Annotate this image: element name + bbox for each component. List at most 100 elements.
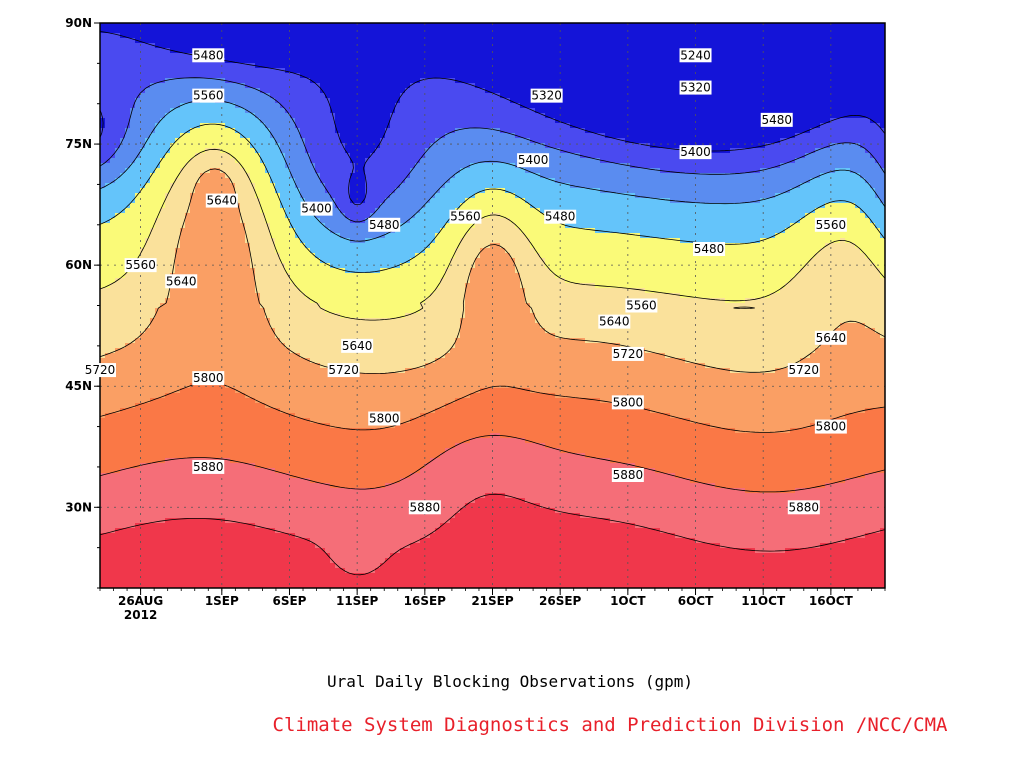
contour-fill-cell: [190, 158, 236, 164]
contour-label-bg: [124, 258, 157, 273]
contour-fill-cell: [380, 203, 426, 209]
contour-label: 5800: [611, 395, 644, 410]
contour-fill-cell: [110, 218, 156, 224]
contour-fill-cell: [820, 543, 885, 549]
contour-label-bg: [679, 80, 712, 95]
contour-fill-cell: [100, 373, 885, 379]
contour-fill-cell: [100, 528, 116, 534]
contour-fill-cell: [315, 543, 411, 549]
contour-label: 5720: [611, 346, 644, 361]
contour-fill-cell: [345, 148, 376, 154]
contour-line-5800: [100, 434, 885, 493]
contour-fill-cell: [280, 198, 306, 204]
contour-fill-cell: [430, 458, 611, 464]
contour-fill-cell: [600, 188, 791, 194]
contour-fill-cell: [500, 93, 885, 99]
contour-fill-cell: [370, 213, 416, 219]
contour-fill-cell: [820, 173, 861, 179]
contour-fill-cell: [100, 308, 156, 314]
contour-fill-cell: [180, 238, 246, 244]
contour-fill-cell: [130, 108, 171, 114]
contour-fill-cell: [280, 253, 316, 259]
contour-fill-cell: [100, 173, 121, 179]
contour-fill-cell: [855, 243, 885, 249]
contour-fill-cell: [535, 248, 821, 254]
contour-fill-cell: [815, 148, 866, 154]
contour-fill-cell: [100, 293, 171, 299]
contour-fill-cell: [300, 288, 436, 294]
contour-fill-cell: [470, 278, 521, 284]
contour-fill-cell: [190, 208, 241, 214]
contour-fill-cell: [825, 243, 856, 249]
contour-fill-cell: [325, 183, 351, 189]
contour-label: 5480: [368, 217, 401, 232]
contour-fill-cell: [350, 218, 366, 224]
contour-fill-cell: [450, 178, 556, 184]
contour-fill-cell: [250, 178, 271, 184]
contour-fill-cell: [525, 288, 646, 294]
contour-label: 5560: [192, 88, 225, 103]
contour-fill-cell: [235, 193, 256, 199]
contour-fill-cell: [400, 98, 511, 104]
contour-fill-cell: [160, 158, 191, 164]
contour-label-text: 5800: [816, 420, 847, 434]
x-tick-label: 21SEP: [471, 594, 514, 608]
contour-fill-cell: [330, 103, 396, 109]
contour-fill-cell: [765, 143, 831, 149]
contour-fill-cell: [255, 188, 276, 194]
contour-fill-cell: [100, 48, 171, 54]
contour-fill-cell: [345, 143, 381, 149]
contour-fill-cell: [265, 213, 286, 219]
contour-fill-cell: [175, 268, 256, 274]
contour-fill-cell: [305, 148, 346, 154]
contour-fill-cell: [290, 113, 336, 119]
contour-label-text: 5480: [761, 113, 792, 127]
contour-fill-cell: [385, 558, 885, 564]
contour-fill-cell: [465, 288, 526, 294]
contour-fill-cell: [300, 188, 326, 194]
contour-fill-cell: [450, 263, 476, 269]
contour-fill-cell: [490, 213, 501, 219]
contour-fill-cell: [810, 128, 885, 134]
contour-label-bg: [327, 363, 360, 378]
contour-label-bg: [192, 88, 225, 103]
contour-fill-cell: [405, 313, 466, 319]
contour-fill-cell: [415, 253, 456, 259]
contour-fill-cell: [795, 488, 885, 494]
contour-fill-cell: [305, 293, 431, 299]
contour-fill-cell: [465, 198, 526, 204]
contour-lines: [100, 31, 885, 576]
contour-fill-cell: [855, 203, 885, 209]
contour-fill-cell: [775, 368, 885, 374]
contour-fill-cell: [645, 288, 781, 294]
contour-fill-cell: [865, 473, 885, 479]
contour-fill-cell: [295, 533, 431, 539]
contour-fill-cell: [300, 73, 885, 79]
contour-fill-cell: [100, 523, 136, 529]
contour-fill-cell: [100, 213, 116, 219]
contour-fill-cell: [150, 318, 271, 324]
contour-fill-cell: [145, 138, 176, 144]
contour-fill-cell: [170, 143, 251, 149]
contour-fill-cell: [120, 138, 146, 144]
contour-fill-cell: [350, 198, 366, 204]
contour-fill-cell: [400, 183, 446, 189]
contour-fill-cell: [100, 243, 146, 249]
contour-fill-cell: [340, 368, 406, 374]
contour-fill-cell: [100, 403, 136, 409]
x-tick-label: 11OCT: [741, 594, 786, 608]
contour-fill-cell: [345, 568, 376, 574]
contour-fill-cell: [185, 163, 241, 169]
contour-fill-cell: [800, 183, 871, 189]
contour-fill-cell: [525, 438, 885, 444]
contour-fill-cell: [100, 398, 151, 404]
contour-fill-cell: [510, 218, 556, 224]
contour-fill-cell: [100, 418, 311, 424]
contour-fill-cell: [100, 463, 141, 469]
contour-fill-cell: [440, 188, 486, 194]
contour-label-bg: [368, 217, 401, 232]
contour-label: 5640: [814, 330, 847, 345]
contour-fill-cell: [295, 118, 336, 124]
contour-label-bg: [693, 242, 726, 256]
